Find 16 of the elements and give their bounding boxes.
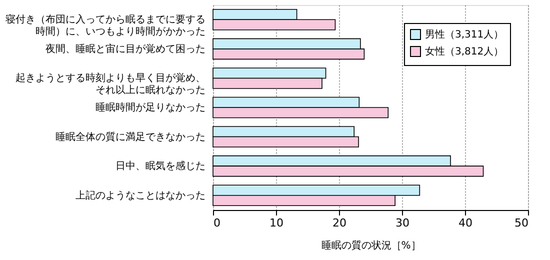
- legend-label: 女性（3,812人）: [425, 46, 504, 58]
- x-tick-label: 50: [514, 216, 528, 230]
- y-tick-label: 起きようとする時刻よりも早く目が覚め、それ以上に眠れなかった: [16, 72, 206, 96]
- x-tick-label: 10: [270, 216, 284, 230]
- x-tick-label: 40: [458, 216, 472, 230]
- y-tick-label: 日中、眠気を感じた: [116, 160, 206, 172]
- y-tick-label: 睡眠時間が足りなかった: [96, 102, 206, 114]
- x-tick-label: 30: [396, 216, 410, 230]
- y-tick-label: 夜間、睡眠と宙に目が覚めて困った: [46, 42, 206, 55]
- y-tick-label: 寝付き（布団に入ってから眠るまでに要する時間）に、いつもより時間がかかった: [6, 14, 206, 38]
- y-tick-label: 睡眠全体の質に満足できなかった: [56, 130, 206, 143]
- y-tick-label: 上記のようなことはなかった: [76, 189, 206, 202]
- x-tick-label: 0: [214, 216, 220, 230]
- x-axis-title: 睡眠の質の状況［%］: [321, 240, 421, 252]
- x-tick-label: 20: [332, 216, 346, 230]
- legend-label: 男性（3,311人）: [425, 28, 504, 40]
